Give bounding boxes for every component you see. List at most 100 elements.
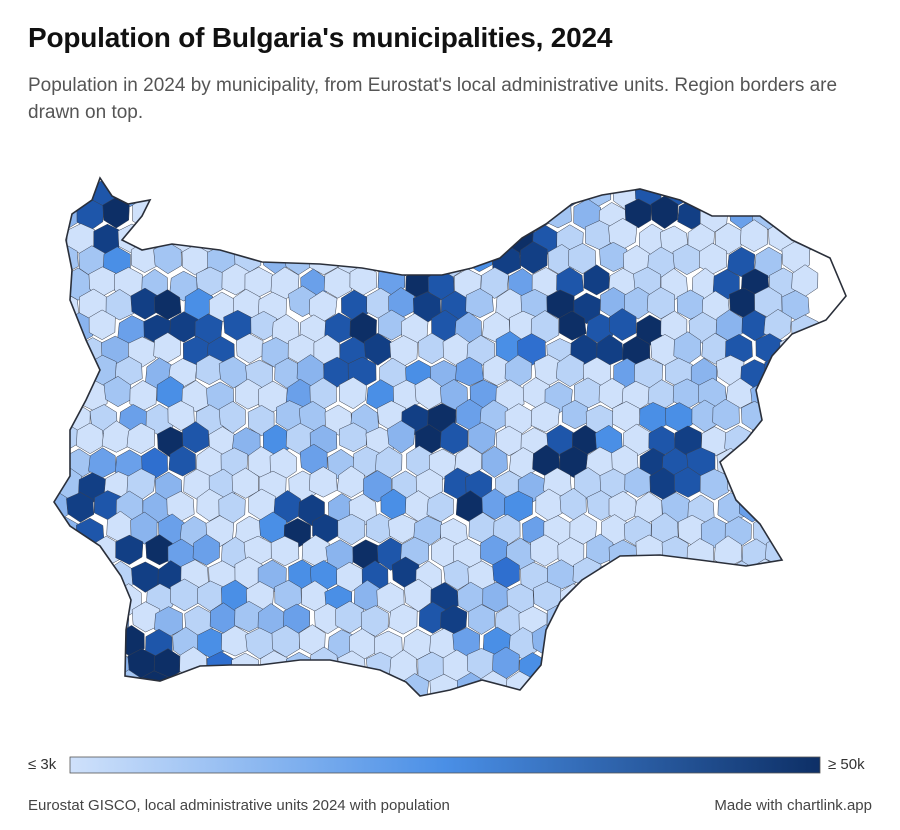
municipality: [426, 224, 455, 255]
municipality: [781, 556, 808, 588]
municipality: [598, 378, 626, 410]
municipality: [219, 178, 249, 206]
municipality: [751, 652, 779, 685]
municipality: [54, 625, 65, 657]
municipality: [621, 178, 650, 187]
municipality: [283, 178, 312, 187]
municipality: [130, 511, 158, 545]
municipality: [754, 246, 783, 278]
municipality: [781, 471, 811, 504]
municipality: [337, 513, 366, 546]
legend-max: ≥ 50k: [828, 756, 865, 773]
municipality: [429, 178, 458, 209]
municipality: [249, 223, 278, 255]
municipality: [324, 178, 354, 208]
municipality: [192, 534, 220, 566]
municipality: [789, 582, 819, 613]
municipality: [90, 674, 118, 696]
municipality: [727, 246, 756, 277]
municipality: [677, 604, 706, 637]
municipality: [598, 648, 626, 679]
municipality: [153, 241, 182, 274]
municipality: [194, 178, 222, 208]
municipality: [284, 652, 314, 682]
municipality: [54, 559, 56, 591]
municipality: [478, 178, 507, 206]
municipality: [61, 537, 91, 570]
municipality: [600, 178, 628, 186]
municipality: [352, 669, 380, 696]
municipality: [738, 448, 767, 479]
municipality: [231, 201, 261, 232]
municipality: [388, 514, 417, 544]
municipality: [387, 420, 416, 454]
municipality: [544, 178, 573, 186]
municipality: [455, 356, 484, 387]
municipality: [391, 243, 419, 277]
municipality: [63, 628, 92, 660]
municipality: [790, 178, 819, 211]
municipality: [335, 201, 363, 233]
municipality: [725, 377, 754, 409]
municipality: [339, 422, 367, 453]
municipality: [54, 199, 79, 231]
credit: Made with chartlink.app: [714, 797, 872, 814]
municipality: [246, 673, 274, 696]
municipality: [678, 649, 707, 681]
municipality: [413, 178, 442, 184]
municipality: [158, 178, 186, 186]
municipality: [102, 196, 130, 229]
municipality: [559, 446, 588, 478]
municipality: [767, 178, 795, 212]
municipality: [170, 578, 199, 612]
municipality: [65, 178, 93, 206]
municipalities: [24, 178, 823, 696]
municipality: [54, 375, 55, 409]
municipality: [25, 201, 52, 232]
municipality: [740, 219, 769, 252]
municipality: [699, 468, 729, 501]
municipality: [782, 423, 811, 457]
municipality: [712, 398, 740, 431]
municipality: [650, 195, 679, 229]
municipality: [534, 180, 562, 212]
municipality: [24, 426, 50, 457]
municipality: [54, 581, 65, 614]
municipality: [673, 178, 702, 188]
municipality: [568, 243, 596, 274]
municipality: [533, 581, 562, 612]
municipality: [156, 197, 186, 230]
municipality: [711, 178, 741, 210]
municipality: [712, 669, 741, 696]
municipality: [468, 604, 496, 635]
municipality: [54, 516, 56, 549]
municipality: [583, 264, 610, 296]
municipality: [633, 673, 662, 696]
municipality: [206, 651, 235, 684]
municipality: [54, 400, 70, 432]
municipality: [301, 674, 330, 696]
municipality: [377, 309, 406, 341]
municipality: [767, 579, 797, 613]
municipality: [414, 376, 444, 410]
municipality: [452, 178, 481, 205]
municipality: [363, 332, 392, 366]
municipality: [663, 627, 690, 658]
municipality: [766, 448, 793, 479]
municipality: [791, 671, 820, 696]
municipality: [223, 672, 252, 696]
municipality: [441, 178, 471, 186]
municipality: [360, 605, 389, 637]
municipality: [790, 537, 820, 567]
municipality: [741, 579, 770, 611]
municipality: [634, 578, 663, 611]
municipality: [608, 308, 637, 341]
municipality: [88, 309, 116, 340]
municipality: [623, 649, 651, 683]
municipality: [755, 468, 783, 500]
municipality: [791, 444, 820, 477]
municipality: [469, 178, 499, 187]
municipality: [755, 607, 784, 638]
municipality: [103, 376, 132, 407]
municipality: [519, 241, 548, 274]
